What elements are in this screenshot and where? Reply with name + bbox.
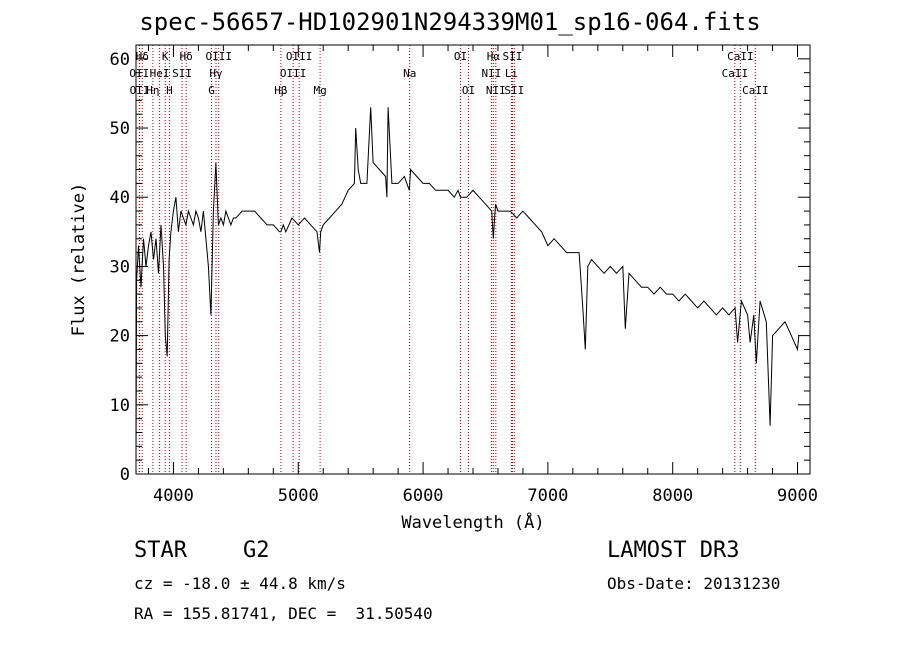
redshift-velocity: cz = -18.0 ± 44.8 km/s <box>134 574 346 593</box>
line-marker-label: Hα <box>487 50 501 63</box>
sky-coordinates: RA = 155.81741, DEC = 31.50540 <box>134 604 433 623</box>
y-tick-label: 20 <box>110 327 130 347</box>
series-group <box>135 107 800 461</box>
observation-date: Obs-Date: 20131230 <box>607 574 781 593</box>
y-tick-label: 0 <box>120 465 130 485</box>
object-class: STAR <box>134 538 187 563</box>
axes-group: 4000 5000 6000 7000 8000 9000 0 10 20 30 40 50 60 Wav… <box>69 44 818 533</box>
line-marker-label: OIII <box>206 50 233 63</box>
line-marker-label: OIII <box>286 50 313 63</box>
x-tick-label: 8000 <box>652 486 693 506</box>
y-tick-label: 60 <box>110 50 130 70</box>
y-tick-label: 10 <box>110 396 130 416</box>
x-axis-label: Wavelength (Å) <box>401 511 544 533</box>
line-marker-label: OI <box>454 50 467 63</box>
x-tick-label: 7000 <box>527 486 568 506</box>
line-marker-label: Hδ <box>136 50 149 63</box>
line-marker-label: Li <box>505 67 518 80</box>
line-marker-label: Hβ <box>274 84 288 97</box>
line-marker-label: Na <box>403 67 416 80</box>
line-marker-label: OII <box>130 84 150 97</box>
line-marker-label: HeI <box>150 67 170 80</box>
x-tick-label: 9000 <box>777 486 818 506</box>
y-tick-label: 50 <box>110 119 130 139</box>
spectrum-line <box>135 107 800 461</box>
line-marker-label: Hγ <box>209 67 223 80</box>
x-tick-label: 6000 <box>403 486 444 506</box>
x-tick-label: 5000 <box>278 486 319 506</box>
line-marker-group: Hδ OII OII K HeI Hη Hδ SII H OIII Hγ G OIII OIII Hβ Mg N… <box>129 45 769 474</box>
line-marker-label: CaII <box>722 67 749 80</box>
chart-title: spec-56657-HD102901N294339M01_sp16-064.f… <box>139 8 761 36</box>
survey-name: LAMOST DR3 <box>607 538 740 563</box>
line-marker-label: G <box>208 84 215 97</box>
y-tick-label: 40 <box>110 188 130 208</box>
y-axis-label: Flux (relative) <box>69 183 89 337</box>
line-marker-label: SII <box>503 50 523 63</box>
line-marker-label: OIII <box>280 67 307 80</box>
line-marker-label: H <box>166 84 173 97</box>
y-tick-label: 30 <box>110 257 130 277</box>
line-marker-label: CaII <box>742 84 769 97</box>
spectral-subclass: G2 <box>243 538 270 563</box>
x-tick-label: 4000 <box>153 486 194 506</box>
line-marker-label: Hη <box>146 84 159 97</box>
line-marker-label: OI <box>462 84 475 97</box>
line-marker-label: Hδ <box>180 50 193 63</box>
line-marker-label: Mg <box>313 84 326 97</box>
line-marker-label: K <box>162 50 169 63</box>
line-marker-label: OII <box>129 67 149 80</box>
line-marker-label: NII <box>486 84 506 97</box>
line-marker-label: NII <box>482 67 502 80</box>
line-marker-label: CaII <box>727 50 754 63</box>
plot-frame <box>135 44 811 475</box>
line-marker-label: SII <box>172 67 192 80</box>
line-marker-label: SII <box>504 84 524 97</box>
